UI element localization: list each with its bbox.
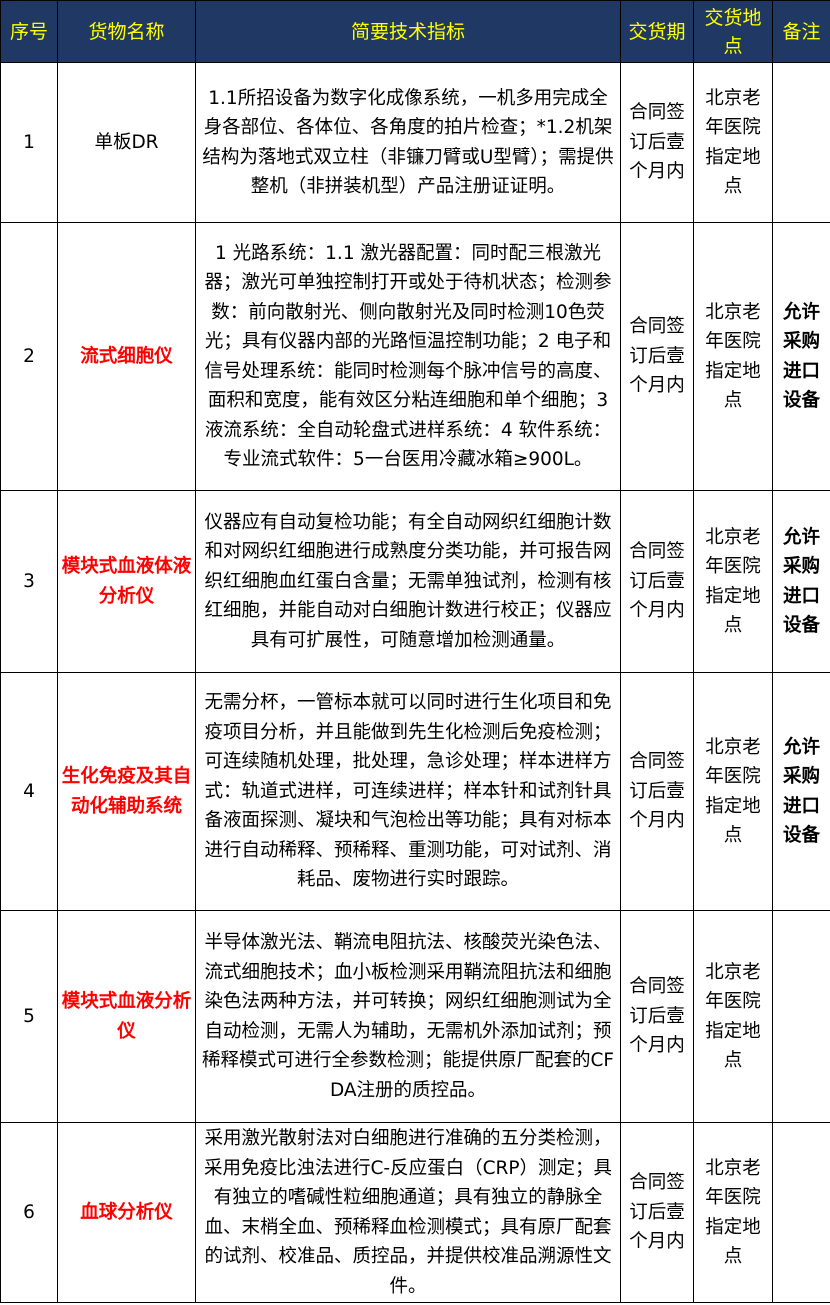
note: 允许采购进口设备 <box>772 490 830 673</box>
delivery-place: 北京老年医院指定地点 <box>693 1122 773 1303</box>
note <box>772 62 830 223</box>
delivery-period: 合同签订后壹个月内 <box>620 1122 694 1303</box>
header-name: 货物名称 <box>57 0 196 63</box>
tech-spec: 无需分杯，一管标本就可以同时进行生化项目和免疫项目分析，并且能做到先生化检测后免… <box>195 672 621 911</box>
goods-name: 流式细胞仪 <box>57 222 196 491</box>
row-number: 4 <box>0 672 58 911</box>
delivery-period: 合同签订后壹个月内 <box>620 672 694 911</box>
tech-spec: 1.1所招设备为数字化成像系统，一机多用完成全身各部位、各体位、各角度的拍片检查… <box>195 62 621 223</box>
delivery-period: 合同签订后壹个月内 <box>620 222 694 491</box>
row-number: 2 <box>0 222 58 491</box>
header-place: 交货地点 <box>693 0 773 63</box>
tech-spec: 1 光路系统：1.1 激光器配置：同时配三根激光器；激光可单独控制打开或处于待机… <box>195 222 621 491</box>
delivery-period: 合同签订后壹个月内 <box>620 490 694 673</box>
table-row: 1 单板DR 1.1所招设备为数字化成像系统，一机多用完成全身各部位、各体位、各角度… <box>0 62 830 223</box>
tech-spec: 采用激光散射法对白细胞进行准确的五分类检测，采用免疫比浊法进行C-反应蛋白（CR… <box>195 1122 621 1303</box>
tech-spec: 半导体激光法、鞘流电阻抗法、核酸荧光染色法、流式细胞技术；血小板检测采用鞘流阻抗… <box>195 910 621 1123</box>
table-row: 2 流式细胞仪 1 光路系统：1.1 激光器配置：同时配三根激光器；激光可单独控制打… <box>0 222 830 491</box>
row-number: 6 <box>0 1122 58 1303</box>
delivery-period: 合同签订后壹个月内 <box>620 910 694 1123</box>
header-note: 备注 <box>772 0 830 63</box>
note: 允许采购进口设备 <box>772 672 830 911</box>
goods-name: 模块式血液分析仪 <box>57 910 196 1123</box>
delivery-place: 北京老年医院指定地点 <box>693 910 773 1123</box>
tech-spec: 仪器应有自动复检功能；有全自动网织红细胞计数和对网织红细胞进行成熟度分类功能，并… <box>195 490 621 673</box>
note: 允许采购进口设备 <box>772 222 830 491</box>
table-row: 4 生化免疫及其自动化辅助系统 无需分杯，一管标本就可以同时进行生化项目和免疫项目分… <box>0 672 830 911</box>
note <box>772 910 830 1123</box>
delivery-place: 北京老年医院指定地点 <box>693 222 773 491</box>
table-row: 3 模块式血液体液分析仪 仪器应有自动复检功能；有全自动网织红细胞计数和对网织红细胞… <box>0 490 830 673</box>
note <box>772 1122 830 1303</box>
table-row: 6 血球分析仪 采用激光散射法对白细胞进行准确的五分类检测，采用免疫比浊法进行C-反… <box>0 1122 830 1303</box>
delivery-place: 北京老年医院指定地点 <box>693 490 773 673</box>
delivery-place: 北京老年医院指定地点 <box>693 62 773 223</box>
header-delivery: 交货期 <box>620 0 694 63</box>
delivery-place: 北京老年医院指定地点 <box>693 672 773 911</box>
row-number: 3 <box>0 490 58 673</box>
row-number: 1 <box>0 62 58 223</box>
goods-name: 模块式血液体液分析仪 <box>57 490 196 673</box>
header-spec: 简要技术指标 <box>195 0 621 63</box>
goods-name: 血球分析仪 <box>57 1122 196 1303</box>
table-row: 5 模块式血液分析仪 半导体激光法、鞘流电阻抗法、核酸荧光染色法、流式细胞技术；血小… <box>0 910 830 1123</box>
goods-name: 生化免疫及其自动化辅助系统 <box>57 672 196 911</box>
goods-name: 单板DR <box>57 62 196 223</box>
delivery-period: 合同签订后壹个月内 <box>620 62 694 223</box>
row-number: 5 <box>0 910 58 1123</box>
header-row: 序号 货物名称 简要技术指标 交货期 交货地点 备注 <box>0 0 830 63</box>
header-no: 序号 <box>0 0 58 63</box>
